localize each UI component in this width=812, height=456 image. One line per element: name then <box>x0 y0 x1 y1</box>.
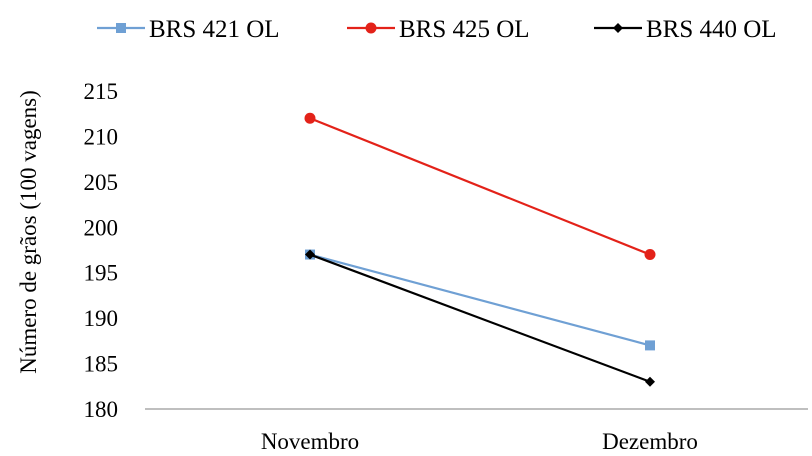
x-category-label: Novembro <box>261 429 359 454</box>
legend-item: BRS 421 OL <box>97 16 280 43</box>
x-category-label: Dezembro <box>602 429 698 454</box>
data-point <box>305 249 315 260</box>
y-tick-label: 195 <box>84 261 119 286</box>
data-point <box>645 340 655 351</box>
series-line <box>309 253 651 347</box>
legend-marker <box>116 23 126 33</box>
legend-label: BRS 425 OL <box>399 16 530 43</box>
y-tick-label: 210 <box>84 124 119 149</box>
y-tick-label: 205 <box>84 170 119 195</box>
legend-marker <box>613 23 623 33</box>
series-2 <box>304 112 656 261</box>
series-group <box>304 112 656 387</box>
legend-label: BRS 440 OL <box>646 16 777 43</box>
legend-label: BRS 421 OL <box>149 16 280 43</box>
legend-item: BRS 440 OL <box>594 16 777 43</box>
y-tick-label: 180 <box>84 397 119 422</box>
data-point <box>645 376 655 387</box>
data-point <box>304 112 316 124</box>
series-3 <box>305 249 655 387</box>
x-axis-categories: Novembro Dezembro <box>261 429 698 454</box>
y-tick-label: 185 <box>84 352 119 377</box>
y-tick-label: 190 <box>84 306 119 331</box>
series-line <box>309 253 651 383</box>
series-1 <box>305 249 655 351</box>
y-axis-ticks: 180 185 190 195 200 205 210 215 <box>84 79 119 422</box>
y-tick-label: 200 <box>84 215 119 240</box>
legend: BRS 421 OL BRS 425 OL BRS 440 OL <box>97 16 777 43</box>
y-axis-label: Número de grãos (100 vagens) <box>16 90 41 374</box>
data-point <box>644 249 656 261</box>
legend-marker <box>365 22 377 34</box>
legend-item: BRS 425 OL <box>347 16 530 43</box>
y-tick-label: 215 <box>84 79 119 104</box>
series-line <box>309 117 651 256</box>
